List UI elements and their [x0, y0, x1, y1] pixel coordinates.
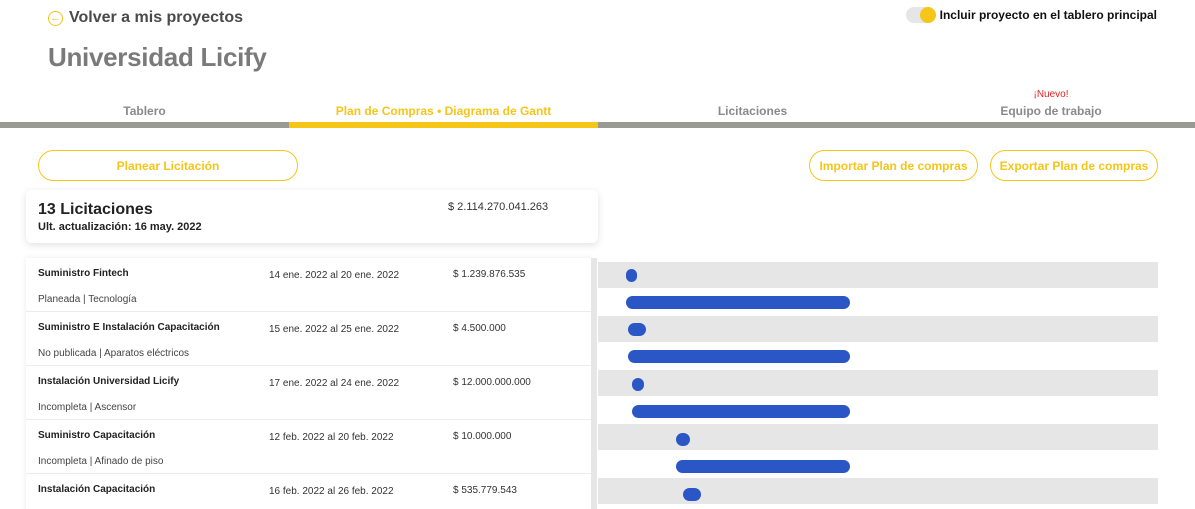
gantt-bar[interactable]	[676, 460, 850, 473]
table-row[interactable]: Suministro Fintech Planeada | Tecnología…	[26, 258, 592, 312]
tender-status: Planeada | Tecnología	[38, 294, 137, 305]
panel-divider[interactable]	[591, 258, 597, 509]
page-title: Universidad Licify	[48, 42, 267, 72]
export-plan-button[interactable]: Exportar Plan de compras	[990, 150, 1158, 181]
tender-list: Suministro Fintech Planeada | Tecnología…	[26, 258, 592, 509]
gantt-bar[interactable]	[628, 350, 850, 363]
tab-label: Equipo de trabajo	[1000, 104, 1102, 118]
tab-tablero[interactable]: Tablero	[0, 88, 289, 128]
tab-underline	[289, 122, 598, 128]
tender-count: 13 Licitaciones	[38, 201, 153, 218]
tab-plan-de-compras[interactable]: Plan de Compras • Diagrama de Gantt	[289, 88, 598, 128]
tab-underline	[907, 122, 1195, 128]
tab-underline	[0, 122, 289, 128]
tender-name: Instalación Capacitación	[38, 484, 156, 495]
gantt-bar[interactable]	[632, 405, 850, 418]
tab-equipo-de-trabajo[interactable]: ¡Nuevo! Equipo de trabajo	[907, 88, 1195, 128]
back-to-projects-link[interactable]: ← Volver a mis proyectos	[48, 9, 243, 27]
tender-name: Instalación Universidad Licify	[38, 376, 180, 387]
back-link-label: Volver a mis proyectos	[69, 9, 243, 26]
tender-name: Suministro E Instalación Capacitación	[38, 322, 220, 333]
gantt-milestone[interactable]	[632, 378, 644, 391]
tender-amount: $ 10.000.000	[453, 431, 512, 442]
gantt-milestone[interactable]	[683, 488, 701, 501]
new-badge: ¡Nuevo!	[1033, 89, 1069, 100]
toggle-label: Incluir proyecto en el tablero principal	[939, 8, 1157, 22]
tender-status: Incompleta | Ascensor	[38, 402, 137, 413]
gantt-milestone[interactable]	[676, 433, 690, 446]
gantt-lane	[598, 262, 1158, 288]
gantt-bar[interactable]	[626, 296, 850, 309]
tab-underline	[598, 122, 907, 128]
tender-name: Suministro Fintech	[38, 268, 129, 279]
tab-label: Plan de Compras • Diagrama de Gantt	[335, 104, 552, 118]
project-tabs: Tablero Plan de Compras • Diagrama de Ga…	[0, 88, 1195, 128]
gantt-chart	[598, 258, 1158, 509]
tender-dates: 12 feb. 2022 al 20 feb. 2022	[269, 432, 394, 443]
include-in-dashboard-setting: Incluir proyecto en el tablero principal	[905, 7, 1157, 23]
tab-label: Licitaciones	[717, 104, 788, 118]
last-updated: Ult. actualización: 16 may. 2022	[38, 221, 202, 233]
toggle-knob	[919, 7, 936, 23]
gantt-milestone[interactable]	[626, 269, 637, 282]
table-row[interactable]: Suministro Capacitación Incompleta | Afi…	[26, 420, 592, 474]
tender-status: Incompleta | Afinado de piso	[38, 456, 164, 467]
gantt-lane	[598, 370, 1158, 396]
plan-tender-button[interactable]: Planear Licitación	[38, 150, 298, 181]
gantt-lane	[598, 424, 1158, 450]
gantt-milestone[interactable]	[628, 323, 646, 336]
summary-card: 13 Licitaciones Ult. actualización: 16 m…	[26, 190, 598, 243]
total-amount: $ 2.114.270.041.263	[448, 201, 549, 213]
arrow-left-circle-icon: ←	[48, 10, 63, 26]
tender-amount: $ 4.500.000	[453, 323, 506, 334]
tender-amount: $ 1.239.876.535	[453, 269, 526, 280]
tender-dates: 14 ene. 2022 al 20 ene. 2022	[269, 270, 400, 281]
include-in-dashboard-toggle[interactable]	[905, 7, 936, 23]
tender-dates: 15 ene. 2022 al 25 ene. 2022	[269, 324, 400, 335]
gantt-lane	[598, 478, 1158, 504]
tab-licitaciones[interactable]: Licitaciones	[598, 88, 907, 128]
table-row[interactable]: Instalación Universidad Licify Incomplet…	[26, 366, 592, 420]
table-row[interactable]: Instalación Capacitación 16 feb. 2022 al…	[26, 474, 592, 509]
tab-label: Tablero	[123, 104, 166, 118]
table-row[interactable]: Suministro E Instalación Capacitación No…	[26, 312, 592, 366]
tender-dates: 17 ene. 2022 al 24 ene. 2022	[269, 378, 400, 389]
tender-name: Suministro Capacitación	[38, 430, 156, 441]
tender-dates: 16 feb. 2022 al 26 feb. 2022	[269, 486, 394, 497]
tender-amount: $ 12.000.000.000	[453, 377, 531, 388]
tender-amount: $ 535.779.543	[453, 485, 517, 496]
tender-status: No publicada | Aparatos eléctricos	[38, 348, 190, 359]
import-plan-button[interactable]: Importar Plan de compras	[809, 150, 978, 181]
gantt-lane	[598, 316, 1158, 342]
